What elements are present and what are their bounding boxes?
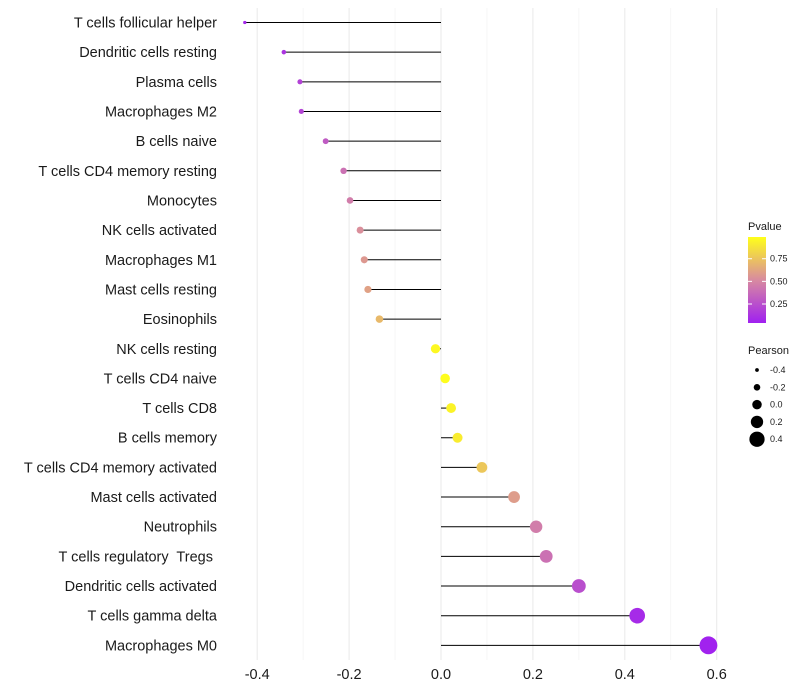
lollipop-point [340,167,347,175]
category-label: T cells CD4 memory resting [38,164,217,180]
lollipop-point [322,138,329,145]
pearson-legend-key [749,431,765,447]
category-label: Dendritic cells activated [65,579,217,595]
lollipop-point [508,491,520,503]
lollipop-point [375,315,384,323]
lollipop-point [281,49,287,55]
pearson-legend-key [750,415,764,429]
x-tick-label-layer: -0.4 -0.2 0.0 0.2 0.4 0.6 [245,667,727,683]
category-label: Macrophages M2 [105,104,217,120]
pearson-legend: Pearson -0.4 -0.2 0.0 0.2 0.4 [748,345,789,447]
pvalue-legend: Pvalue 0.75 0.50 0.25 [748,221,788,323]
lollipop-point [364,285,372,294]
category-label-layer: T cells follicular helper Dendritic cells… [24,16,218,655]
pvalue-colorbar [748,237,766,323]
category-label: Neutrophils [144,520,217,536]
lollipop-point [356,226,364,234]
lollipop-point [360,256,368,264]
x-tick-label: 0.6 [707,667,727,683]
pearson-legend-key [753,384,761,391]
pearson-legend-key [755,368,759,372]
lollipop-point [298,108,304,115]
stem-layer [244,22,709,646]
category-label: T cells CD4 naive [104,371,217,387]
pvalue-legend-label: 0.50 [770,276,788,286]
category-label: T cells follicular helper [74,16,217,32]
category-label: Plasma cells [136,75,217,91]
lollipop-point [699,636,718,655]
category-label: Mast cells activated [90,490,217,506]
point-layer [243,20,718,655]
category-label: Macrophages M0 [105,638,217,654]
category-label: NK cells activated [102,223,217,239]
lollipop-point [297,79,303,85]
lollipop-point [446,403,457,413]
category-label: Macrophages M1 [105,253,217,269]
lollipop-point [430,344,441,354]
pvalue-legend-label: 0.25 [770,299,788,309]
lollipop-point [571,579,586,593]
lollipop-point [452,432,463,443]
category-label: Eosinophils [143,312,217,328]
category-label: NK cells resting [116,342,217,358]
pearson-legend-label: -0.2 [770,382,786,392]
lollipop-point [539,549,553,563]
pvalue-legend-title: Pvalue [748,221,782,233]
pearson-legend-label: 0.0 [770,400,783,410]
lollipop-point [529,520,543,533]
pearson-legend-label: -0.4 [770,365,786,375]
x-tick-label: 0.2 [523,667,543,683]
category-label: Mast cells resting [105,282,217,298]
pearson-legend-label: 0.4 [770,434,783,444]
category-label: B cells memory [118,431,218,447]
lollipop-point [346,197,354,204]
x-tick-label: 0.4 [615,667,635,683]
lollipop-point [440,373,450,384]
x-tick-label: -0.4 [245,667,270,683]
category-label: T cells CD4 memory activated [24,460,217,476]
category-label: T cells gamma delta [88,609,218,625]
pearson-legend-title: Pearson [748,345,789,357]
lollipop-point [243,20,247,25]
lollipop-point [476,462,488,473]
pearson-legend-key [752,399,762,410]
x-tick-label: 0.0 [431,667,451,683]
grid-layer [256,8,718,660]
category-label: Dendritic cells resting [79,45,217,61]
lollipop-point [629,607,646,624]
pvalue-legend-label: 0.75 [770,254,788,264]
category-label: T cells regulatory Tregs [59,549,218,565]
category-label: T cells CD8 [142,401,217,417]
category-label: B cells naive [136,134,217,150]
pearson-legend-label: 0.2 [770,417,783,427]
x-tick-label: -0.2 [337,667,362,683]
category-label: Monocytes [147,193,217,209]
